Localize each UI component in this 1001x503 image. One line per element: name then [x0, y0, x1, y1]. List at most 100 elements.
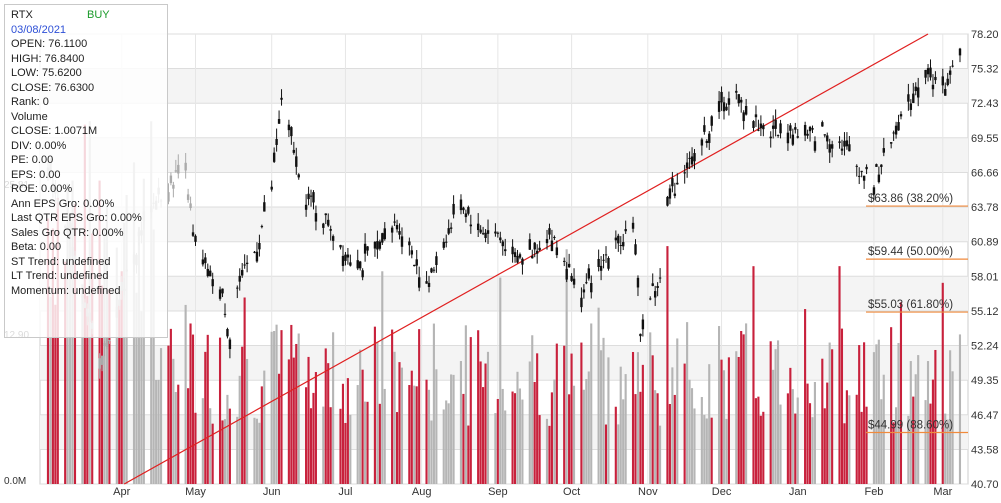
candle-body — [174, 170, 178, 172]
volume-bar — [361, 369, 364, 484]
fib-label: $44.99 (88.60%) — [868, 420, 953, 432]
candle-body — [204, 257, 207, 264]
candle-body — [531, 255, 534, 259]
volume-bar — [845, 390, 848, 484]
volume-bar — [344, 422, 347, 484]
volume-bar — [270, 331, 273, 484]
volume-bar — [494, 413, 497, 484]
volume-bar — [899, 302, 903, 484]
volume-bar — [393, 351, 396, 484]
volume-bar — [46, 218, 50, 484]
volume-bar — [287, 359, 290, 484]
candle-body — [771, 125, 775, 129]
candle-body — [897, 122, 900, 131]
candle-body — [108, 340, 111, 342]
candle-body — [830, 144, 834, 149]
candle-body — [327, 219, 330, 226]
candle-body — [727, 98, 731, 105]
price-tick-label: 60.89 — [971, 237, 999, 249]
candle-body — [516, 255, 519, 263]
candle-body — [649, 298, 652, 300]
candle-body — [295, 156, 298, 167]
candle-body — [722, 102, 726, 112]
volume-bar — [236, 416, 239, 484]
stat-row: Rank: 0 — [11, 96, 49, 108]
volume-bar — [115, 247, 118, 484]
candle-body — [521, 258, 524, 265]
candle-body — [349, 262, 352, 266]
volume-bar — [720, 359, 723, 484]
volume-bar — [445, 400, 448, 484]
price-tick-label: 46.47 — [971, 410, 999, 422]
candle-body — [172, 184, 175, 189]
volume-bar — [172, 358, 175, 484]
candle-body — [322, 223, 325, 228]
candle-body — [528, 239, 532, 250]
candle-body — [631, 222, 635, 229]
candle-body — [329, 229, 332, 231]
candle-body — [169, 175, 173, 184]
volume-bar — [865, 406, 868, 484]
x-tick-label: Sep — [488, 486, 508, 498]
volume-bar — [209, 408, 212, 484]
volume-bar — [858, 345, 861, 484]
candle-body — [469, 224, 473, 227]
volume-bar — [875, 344, 878, 484]
candle-body — [344, 254, 347, 261]
volume-bar — [843, 423, 846, 484]
volume-bar — [513, 393, 517, 484]
volume-bar — [917, 355, 920, 484]
candle-body — [622, 242, 625, 247]
candle-body — [944, 88, 947, 96]
candle-body — [656, 285, 659, 289]
volume-bar — [565, 249, 568, 484]
volume-bar — [290, 324, 293, 484]
volume-bar — [602, 337, 605, 484]
volume-bar — [717, 326, 721, 484]
candle-body — [703, 125, 706, 132]
volume-bar — [671, 367, 674, 484]
volume-bar — [346, 378, 349, 484]
volume-bar — [305, 387, 308, 484]
candle-body — [599, 265, 603, 271]
candle-body — [494, 231, 497, 234]
candle-body — [435, 256, 438, 266]
volume-bar — [194, 412, 197, 484]
candle-body — [769, 136, 772, 139]
volume-bar — [892, 422, 895, 484]
candle-body — [194, 235, 197, 242]
volume-bar — [631, 351, 635, 484]
volume-bar — [442, 409, 445, 484]
candle-body — [776, 134, 780, 136]
volume-bar — [118, 304, 121, 484]
volume-bar — [221, 420, 224, 484]
volume-bar — [277, 373, 281, 484]
volume-bar — [826, 382, 829, 484]
volume-bar — [703, 414, 706, 484]
volume-bar — [949, 350, 952, 484]
candle-body — [838, 141, 841, 143]
volume-bar — [838, 266, 841, 484]
volume-bar — [430, 420, 433, 484]
volume-bar — [314, 372, 317, 484]
volume-bar — [708, 364, 711, 484]
candle-body — [189, 203, 192, 209]
volume-bar — [649, 332, 652, 484]
candle-body — [376, 241, 379, 250]
volume-bar — [735, 351, 738, 484]
candle-body — [948, 70, 952, 75]
volume-bar — [459, 361, 463, 484]
volume-bar — [56, 197, 59, 485]
x-tick-label: Jun — [263, 486, 281, 498]
volume-bar — [280, 330, 283, 484]
candle-body — [415, 259, 418, 266]
candle-body — [236, 287, 239, 289]
candle-body — [535, 250, 539, 254]
candle-body — [290, 127, 293, 137]
volume-bar — [934, 349, 937, 484]
candle-body — [533, 242, 536, 250]
candle-body — [447, 228, 450, 234]
volume-bar — [880, 399, 883, 484]
volume-bar — [772, 369, 775, 484]
